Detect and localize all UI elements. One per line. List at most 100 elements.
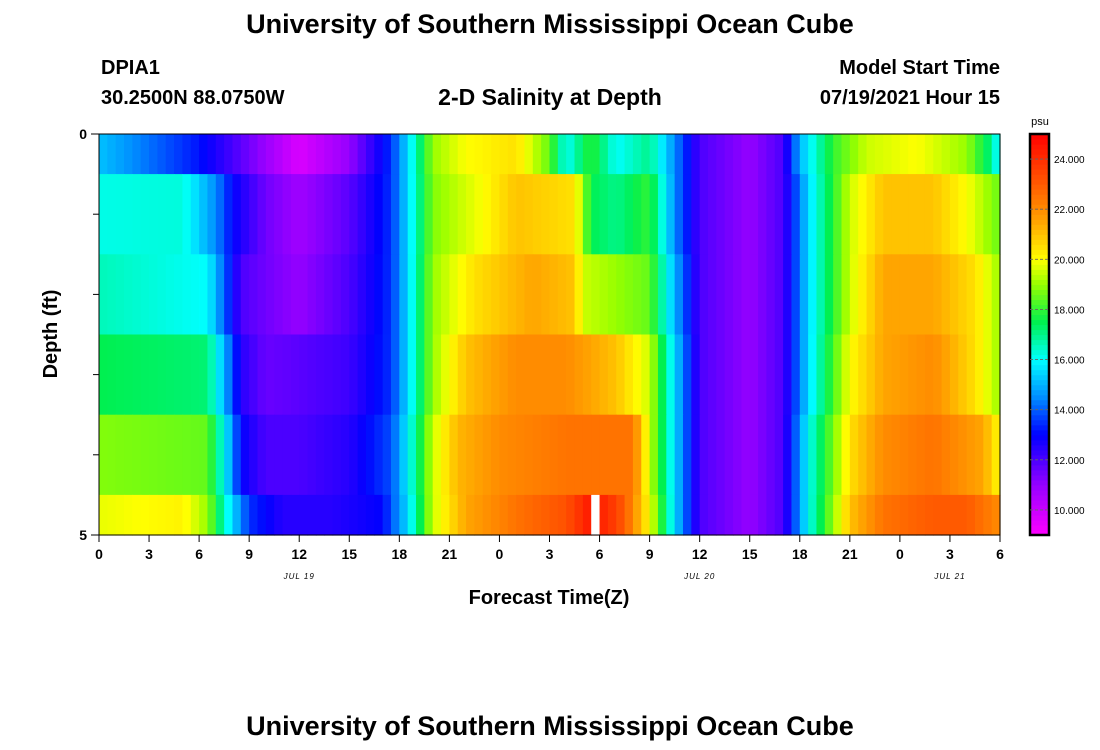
heatmap-cell <box>758 334 767 416</box>
x-tick-label: 0 <box>496 546 504 562</box>
heatmap-cell <box>399 494 409 536</box>
colorbar-segment <box>1030 474 1049 481</box>
heatmap-cell <box>199 334 209 416</box>
heatmap-cell <box>491 134 501 175</box>
heatmap-cell <box>424 254 434 336</box>
heatmap-cell <box>249 254 259 336</box>
heatmap-cell <box>182 134 192 175</box>
x-tick-label: 21 <box>842 546 858 562</box>
heatmap-cell <box>357 254 367 336</box>
heatmap-cell <box>482 254 492 336</box>
heatmap-cell <box>632 134 642 175</box>
heatmap-cell <box>908 414 918 496</box>
x-tick-label: 15 <box>742 546 758 562</box>
heatmap-cell <box>791 254 801 336</box>
heatmap-cell <box>157 414 167 496</box>
heatmap-cell <box>783 414 793 496</box>
heatmap-cell <box>390 174 400 255</box>
heatmap-cell <box>157 174 167 255</box>
colorbar-segment <box>1030 454 1049 461</box>
heatmap-cell <box>265 414 275 496</box>
heatmap-cell <box>124 414 133 496</box>
colorbar-tick-label: 18.000 <box>1054 305 1085 316</box>
heatmap-cell <box>441 494 450 536</box>
colorbar-segment <box>1030 259 1049 265</box>
heatmap-cells <box>99 134 1001 536</box>
heatmap-cell <box>332 134 342 175</box>
heatmap-cell <box>265 334 275 416</box>
heatmap-cell <box>499 134 509 175</box>
heatmap-cell <box>866 414 876 496</box>
heatmap-cell <box>299 134 309 175</box>
heatmap-cell <box>808 414 818 496</box>
heatmap-cell <box>107 254 117 336</box>
colorbar-segment <box>1030 494 1049 501</box>
heatmap-cell <box>107 494 117 536</box>
heatmap-cell <box>124 134 133 175</box>
heatmap-cell <box>249 174 259 255</box>
heatmap-cell <box>916 174 926 255</box>
heatmap-cell <box>991 174 1001 255</box>
heatmap-cell <box>799 494 809 536</box>
heatmap-cell <box>541 414 551 496</box>
heatmap-cell <box>983 174 993 255</box>
heatmap-cell <box>466 494 476 536</box>
heatmap-cell <box>866 494 876 536</box>
heatmap-cell <box>399 254 409 336</box>
heatmap-cell <box>499 334 509 416</box>
heatmap-cell <box>908 174 918 255</box>
heatmap-cell <box>766 254 776 336</box>
heatmap-cell <box>224 494 234 536</box>
heatmap-cell <box>349 414 359 496</box>
colorbar-segment <box>1030 294 1049 301</box>
heatmap-cell <box>858 334 868 416</box>
heatmap-cell <box>232 174 242 255</box>
heatmap-cell <box>332 174 342 255</box>
heatmap-cell <box>991 134 1001 175</box>
heatmap-cell <box>290 414 300 496</box>
heatmap-cell <box>307 334 317 416</box>
heatmap-cell <box>699 494 709 536</box>
heatmap-cell <box>716 494 726 536</box>
heatmap-cell <box>924 494 934 536</box>
heatmap-cell <box>657 254 667 336</box>
heatmap-cell <box>891 334 901 416</box>
heatmap-cell <box>474 334 484 416</box>
heatmap-cell <box>407 334 417 416</box>
heatmap-cell <box>708 494 717 536</box>
heatmap-cell <box>382 254 392 336</box>
heatmap-cell <box>524 254 534 336</box>
heatmap-cell <box>449 174 459 255</box>
heatmap-cell <box>733 414 742 496</box>
heatmap-cell <box>908 254 918 336</box>
heatmap-cell <box>507 494 517 536</box>
heatmap-cell <box>532 174 542 255</box>
colorbar-segment <box>1030 219 1049 225</box>
heatmap-cell <box>657 414 667 496</box>
heatmap-cell <box>432 254 442 336</box>
heatmap-cell <box>883 134 893 175</box>
heatmap-cell <box>491 254 501 336</box>
heatmap-cell <box>641 254 651 336</box>
heatmap-cell <box>390 134 400 175</box>
heatmap-cell <box>199 254 209 336</box>
heatmap-cell <box>165 174 175 255</box>
heatmap-cell <box>582 494 592 536</box>
heatmap-cell <box>649 134 659 175</box>
heatmap-cell <box>858 414 868 496</box>
heatmap-cell <box>816 254 826 336</box>
heatmap-cell <box>808 254 818 336</box>
colorbar-segment <box>1030 504 1049 511</box>
footer-title: University of Southern Mississippi Ocean… <box>246 711 854 741</box>
heatmap-cell <box>557 334 567 416</box>
heatmap-cell <box>332 254 342 336</box>
heatmap-cell <box>224 334 234 416</box>
colorbar-segment <box>1030 404 1049 411</box>
colorbar-segment <box>1030 144 1049 150</box>
heatmap-cell <box>933 174 943 255</box>
heatmap-cell <box>866 174 876 255</box>
heatmap-cell <box>557 414 567 496</box>
colorbar-segment <box>1030 329 1049 336</box>
heatmap-cell <box>299 334 309 416</box>
heatmap-cell <box>933 494 943 536</box>
